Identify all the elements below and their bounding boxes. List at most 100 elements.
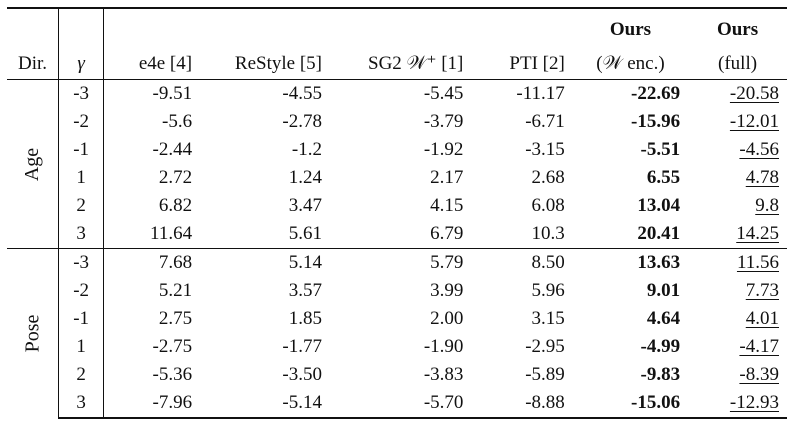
- table-row: 2 6.82 3.47 4.15 6.08 13.04 9.8: [7, 192, 787, 220]
- cell-ours-full-value: -4.17: [739, 336, 779, 357]
- cell-e4e: 2.75: [158, 308, 193, 329]
- cell-sg2: -3.83: [423, 364, 464, 385]
- cell-ours-full: -4.17: [688, 333, 787, 361]
- cell-ours-full-value: -4.56: [739, 139, 779, 160]
- col-header-ours-w-top: Ours: [609, 19, 652, 40]
- cell-gamma: -3: [58, 248, 105, 277]
- cell-ours-full-value: 14.25: [736, 223, 779, 244]
- cell-sg2: -1.90: [423, 336, 464, 357]
- cell-ours-w: -9.83: [640, 364, 681, 385]
- cell-pti: -8.88: [471, 389, 573, 419]
- cell-ours-w: -15.06: [572, 389, 689, 419]
- cell-gamma: -1: [58, 305, 105, 333]
- cell-ours-w: 20.41: [637, 223, 681, 244]
- cell-ours-full: -4.56: [688, 136, 787, 164]
- cell-restyle: -3.50: [282, 364, 322, 385]
- cell-pti: 8.50: [471, 248, 573, 277]
- cell-sg2: 5.79: [329, 248, 472, 277]
- cell-e4e: 6.82: [158, 195, 193, 216]
- col-header-e4e: e4e [4]: [103, 41, 201, 80]
- cell-ours-full-value: -20.58: [729, 83, 779, 104]
- cell-ours-full-value: 4.78: [745, 167, 779, 188]
- col-header-dir: Dir.: [7, 41, 60, 80]
- cell-gamma: -2: [58, 108, 105, 136]
- cell-restyle: -1.77: [282, 336, 322, 357]
- cell-sg2: 3.99: [430, 280, 464, 301]
- cell-sg2: -3.79: [423, 111, 464, 132]
- cell-ours-full-value: 11.56: [736, 252, 779, 273]
- cell-ours-full-value: -8.39: [739, 364, 779, 385]
- cell-sg2: 2.00: [430, 308, 464, 329]
- table-row: 2 -5.36 -3.50 -3.83 -5.89 -9.83 -8.39: [7, 361, 787, 389]
- table-row: -2 -5.6 -2.78 -3.79 -6.71 -15.96 -12.01: [7, 108, 787, 136]
- table-row: 1 -2.75 -1.77 -1.90 -2.95 -4.99 -4.17: [7, 333, 787, 361]
- cell-restyle: -4.55: [282, 83, 322, 104]
- cell-pti: -5.89: [525, 364, 565, 385]
- cell-e4e: 7.68: [103, 248, 201, 277]
- results-table: Ours Ours Dir. γ e4e [4] ReStyle [5] SG2…: [7, 7, 787, 419]
- cell-ours-full-value: 4.01: [745, 308, 779, 329]
- cell-ours-w: 9.01: [646, 280, 681, 301]
- cell-gamma: 1: [58, 333, 105, 361]
- cell-ours-full: 14.25: [688, 220, 787, 249]
- cell-gamma: 2: [58, 192, 105, 220]
- group-label-cell: Age: [7, 79, 60, 249]
- cell-sg2: 2.17: [430, 167, 464, 188]
- cell-ours-w: 6.55: [646, 167, 681, 188]
- cell-ours-full-value: -12.93: [729, 392, 779, 413]
- cell-pti: -2.95: [525, 336, 565, 357]
- cell-ours-full-value: 7.73: [745, 280, 779, 301]
- cell-restyle: 3.47: [288, 195, 322, 216]
- table-row: 3 -7.96 -5.14 -5.70 -8.88 -15.06 -12.93: [7, 389, 787, 419]
- cell-pti: 2.68: [531, 167, 565, 188]
- cell-pti: -3.15: [525, 139, 565, 160]
- cell-ours-full: 7.73: [688, 277, 787, 305]
- cell-ours-full: -8.39: [688, 361, 787, 389]
- cell-e4e: 5.21: [158, 280, 193, 301]
- cell-ours-full: 4.78: [688, 164, 787, 192]
- col-header-ours-full-top: Ours: [716, 19, 759, 40]
- cell-ours-full: -20.58: [688, 80, 787, 109]
- cell-e4e: -5.36: [152, 364, 193, 385]
- cell-pti: 10.3: [531, 223, 565, 244]
- cell-restyle: 5.61: [288, 223, 322, 244]
- cell-gamma: -3: [58, 79, 105, 108]
- cell-restyle: 1.24: [288, 167, 322, 188]
- cell-gamma: -2: [58, 277, 105, 305]
- cell-ours-full: 4.01: [688, 305, 787, 333]
- col-header-ours-full-bottom: (full): [688, 41, 787, 80]
- cell-ours-w: -22.69: [631, 83, 681, 104]
- cell-ours-full: 9.8: [688, 192, 787, 220]
- cell-e4e: -2.44: [152, 139, 193, 160]
- table-row: -2 5.21 3.57 3.99 5.96 9.01 7.73: [7, 277, 787, 305]
- cell-restyle: 1.85: [288, 308, 322, 329]
- cell-ours-w: 13.04: [637, 195, 681, 216]
- cell-pti: 3.15: [531, 308, 565, 329]
- table-body: Age -3 -9.51 -4.55 -5.45 -11.17 -22.69 -20.58 -2…: [7, 79, 787, 419]
- cell-sg2: 6.79: [430, 223, 464, 244]
- cell-pti: 6.08: [531, 195, 565, 216]
- cell-ours-w: -15.96: [631, 111, 681, 132]
- cell-restyle: -1.2: [291, 139, 322, 160]
- cell-ours-full-value: -12.01: [729, 111, 779, 132]
- cell-e4e: 2.72: [158, 167, 193, 188]
- cell-ours-w: -5.51: [640, 139, 681, 160]
- table-row: -1 2.75 1.85 2.00 3.15 4.64 4.01: [7, 305, 787, 333]
- table-row: Pose -3 7.68 5.14 5.79 8.50 13.63 11.56: [7, 248, 787, 418]
- cell-e4e: -7.96: [103, 389, 201, 419]
- cell-gamma: 1: [58, 164, 105, 192]
- cell-gamma: 2: [58, 361, 105, 389]
- col-header-restyle: ReStyle [5]: [200, 41, 330, 80]
- cell-ours-full: 11.56: [688, 248, 787, 277]
- col-header-ours-w-bottom: (𝒲 enc.): [572, 41, 689, 80]
- cell-ours-w: -4.99: [640, 336, 681, 357]
- cell-pti: -11.17: [516, 83, 565, 104]
- col-header-blank: [7, 8, 60, 41]
- cell-ours-full-value: 9.8: [755, 195, 779, 216]
- cell-ours-w: 4.64: [646, 308, 681, 329]
- cell-gamma: 3: [58, 389, 105, 419]
- cell-e4e: -9.51: [152, 83, 193, 104]
- cell-restyle: 5.14: [200, 248, 330, 277]
- cell-sg2: 4.15: [430, 195, 464, 216]
- group-label: Pose: [21, 314, 44, 353]
